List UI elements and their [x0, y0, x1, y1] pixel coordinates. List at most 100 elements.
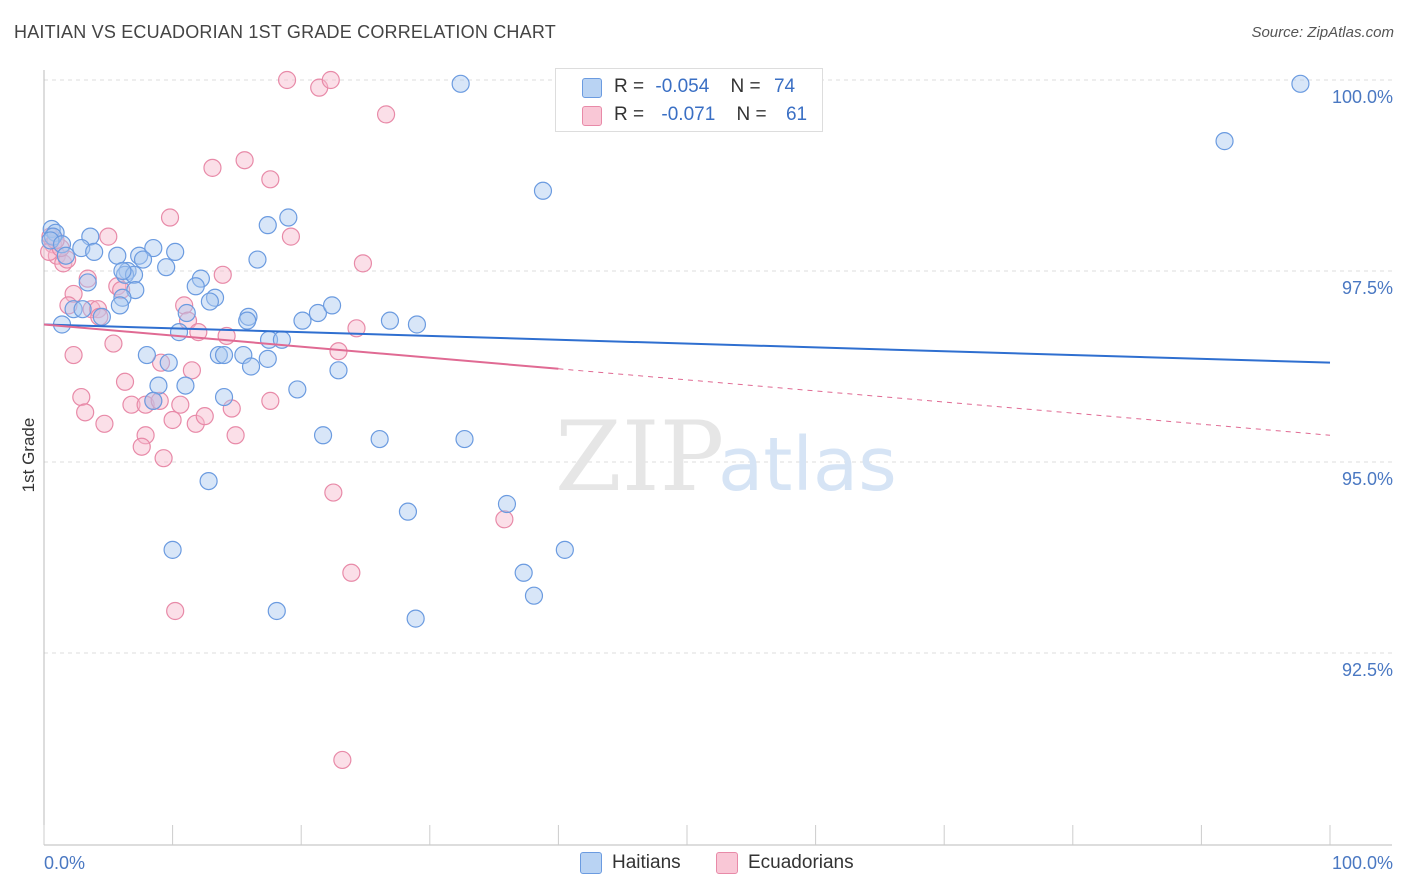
ecuadorian-point	[281, 227, 301, 246]
haitian-point	[73, 300, 92, 319]
ecuadorians-r-value: -0.071	[661, 104, 716, 125]
haitian-point	[169, 323, 189, 342]
trend-lines	[43, 323, 1331, 436]
haitian-point	[124, 265, 144, 284]
y-tick-label-0: 100.0%	[1332, 87, 1393, 107]
haitian-point	[186, 277, 205, 296]
haitian-point	[258, 349, 277, 368]
haitian-point	[555, 540, 574, 559]
haitian-point	[451, 74, 470, 93]
haitian-point	[293, 311, 312, 330]
ecuadorian-point	[64, 345, 83, 365]
haitian-point	[533, 181, 553, 200]
haitian-point	[163, 540, 182, 559]
haitian-point	[214, 387, 234, 407]
axes	[43, 70, 1392, 846]
haitian-point	[56, 246, 75, 265]
haitian-point	[279, 208, 298, 227]
haitians-legend-swatch	[580, 852, 602, 874]
chart-source: Source: ZipAtlas.com	[1251, 24, 1394, 41]
haitians-r-label: R =	[614, 76, 645, 97]
ecuadorians-legend-swatch	[716, 852, 738, 874]
haitian-point	[137, 345, 156, 365]
ecuadorian-point	[122, 395, 141, 414]
ecuadorians-swatch	[582, 106, 602, 126]
haitian-point	[177, 303, 196, 323]
ecuadorians-n-value: 61	[785, 104, 808, 125]
ecuadorian-point	[72, 387, 91, 407]
ecuadorian-point	[166, 601, 185, 621]
correlation-legend: R = -0.054 N = 74 R = -0.071 N = 61	[555, 68, 823, 132]
ecuadorians-n-label: N =	[736, 104, 767, 125]
haitian-point	[214, 345, 234, 365]
haitian-point	[248, 250, 267, 269]
haitian-point	[258, 216, 277, 235]
haitian-point	[398, 502, 418, 521]
haitian-point	[267, 601, 286, 621]
ecuadorian-point	[195, 407, 214, 426]
ecuadorian-point	[76, 403, 95, 422]
haitian-point	[41, 231, 60, 250]
haitian-point	[92, 307, 111, 326]
haitian-point	[380, 311, 400, 330]
y-tick-labels: 100.0% 97.5% 95.0% 92.5%	[1332, 87, 1393, 680]
ecuadorian-point	[154, 449, 173, 468]
ecuadorian-point	[495, 510, 514, 529]
haitian-point	[370, 429, 389, 449]
haitian-point	[1291, 74, 1310, 93]
ecuadorian-point	[182, 361, 201, 380]
haitians-trend-line	[43, 323, 1331, 364]
ecuadorian-point	[203, 158, 222, 177]
haitian-point	[1215, 132, 1234, 151]
haitian-point	[166, 242, 185, 261]
haitians-points	[41, 74, 1310, 628]
haitian-point	[78, 273, 97, 292]
haitian-point	[455, 429, 474, 449]
haitian-point	[241, 357, 261, 376]
haitian-point	[313, 426, 333, 445]
ecuadorian-point	[151, 353, 171, 372]
ecuadorian-point	[226, 426, 245, 445]
y-tick-label-1: 97.5%	[1342, 278, 1393, 298]
ecuadorian-point	[342, 563, 361, 582]
watermark: ZIP atlas	[555, 401, 897, 513]
ecuadorian-point	[333, 750, 352, 770]
haitian-point	[108, 246, 127, 265]
ecuadorian-point	[64, 284, 83, 304]
haitian-point	[144, 238, 163, 258]
haitians-n-label: N =	[730, 76, 761, 97]
haitian-point	[199, 472, 218, 491]
haitian-point	[322, 296, 342, 315]
watermark-zip: ZIP	[555, 401, 724, 513]
ecuadorian-point	[235, 151, 254, 170]
haitian-point	[113, 261, 132, 281]
x-tick-labels: 0.0% 100.0%	[44, 853, 1393, 873]
ecuadorian-point	[78, 269, 97, 288]
y-axis-label: 1st Grade	[19, 418, 38, 493]
ecuadorian-point	[376, 105, 396, 124]
ecuadorian-point	[104, 334, 123, 353]
chart-title: HAITIAN VS ECUADORIAN 1ST GRADE CORRELAT…	[14, 22, 556, 42]
haitian-point	[157, 258, 176, 277]
haitian-point	[52, 235, 72, 254]
haitian-point	[144, 391, 163, 410]
ecuadorian-point	[95, 414, 114, 433]
haitian-point	[524, 586, 544, 605]
haitian-point	[514, 563, 533, 582]
haitian-point	[329, 361, 348, 380]
haitian-point	[308, 303, 328, 323]
ecuadorian-point	[163, 410, 182, 430]
haitian-point	[497, 494, 517, 514]
ecuadorian-point	[353, 254, 373, 273]
haitian-point	[238, 311, 257, 330]
haitian-point	[110, 296, 129, 315]
haitian-point	[406, 609, 425, 628]
haitian-point	[133, 250, 153, 269]
y-tick-label-3: 92.5%	[1342, 660, 1393, 680]
x-tick-label-0: 0.0%	[44, 853, 85, 873]
haitian-point	[200, 292, 219, 311]
haitians-r-value: -0.054	[655, 76, 710, 97]
ecuadorians-points	[40, 70, 514, 770]
haitian-point	[159, 353, 178, 372]
haitian-point	[209, 345, 228, 365]
